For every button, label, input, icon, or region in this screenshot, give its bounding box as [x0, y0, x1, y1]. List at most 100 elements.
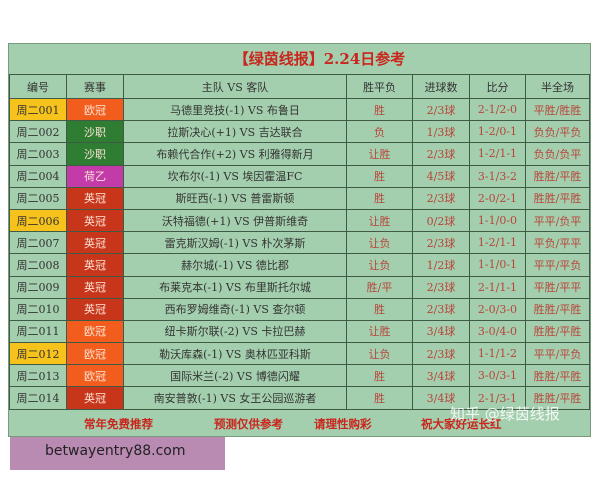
match-teams: 布赖代合作(+2) VS 利雅得新月	[123, 142, 347, 166]
result-pick: 胜	[346, 364, 413, 388]
match-teams: 西布罗姆维奇(-1) VS 查尔顿	[123, 297, 347, 321]
goals-pick: 3/4球	[412, 364, 470, 388]
goals-pick: 3/4球	[412, 386, 470, 410]
match-number: 周二001	[9, 97, 67, 122]
score-pick: 1-2/0-1	[469, 120, 526, 144]
league-badge: 英冠	[66, 231, 124, 255]
goals-pick: 1/3球	[412, 120, 470, 144]
goals-pick: 2/3球	[412, 142, 470, 166]
league-badge: 欧冠	[66, 97, 124, 122]
halftime-fulltime-pick: 胜胜/平胜	[525, 364, 590, 388]
halftime-fulltime-pick: 胜胜/平胜	[525, 319, 590, 344]
score-pick: 2-1/2-0	[469, 97, 526, 122]
result-pick: 让负	[346, 342, 413, 366]
match-teams: 斯旺西(-1) VS 普雷斯顿	[123, 186, 347, 210]
match-number: 周二011	[9, 319, 67, 344]
halftime-fulltime-pick: 胜胜/平胜	[525, 386, 590, 410]
league-badge: 沙职	[66, 142, 124, 166]
result-pick: 胜	[346, 164, 413, 188]
table-row: 周二003 沙职 布赖代合作(+2) VS 利雅得新月 让胜 2/3球 1-2/1-1 负负…	[9, 142, 590, 166]
halftime-fulltime-pick: 平胜/平平	[525, 275, 590, 299]
footer-slogan: 预测仅供参考	[214, 416, 283, 431]
match-number: 周二007	[9, 231, 67, 255]
score-pick: 1-1/0-0	[469, 208, 526, 233]
table-row: 周二009 英冠 布莱克本(-1) VS 布里斯托尔城 胜/平 2/3球 2-1/1-1 平…	[9, 275, 590, 299]
score-pick: 3-0/3-1	[469, 364, 526, 388]
score-pick: 1-1/1-2	[469, 342, 526, 366]
match-teams: 布莱克本(-1) VS 布里斯托尔城	[123, 275, 347, 299]
match-number: 周二014	[9, 386, 67, 410]
match-number: 周二010	[9, 297, 67, 321]
match-number: 周二006	[9, 208, 67, 233]
league-badge: 荷乙	[66, 164, 124, 188]
watermark: 知乎 @绿茵线报	[450, 405, 560, 423]
match-teams: 勒沃库森(-1) VS 奥林匹亚科斯	[123, 342, 347, 366]
match-number: 周二012	[9, 342, 67, 366]
league-badge: 英冠	[66, 275, 124, 299]
score-pick: 1-2/1-1	[469, 231, 526, 255]
goals-pick: 2/3球	[412, 275, 470, 299]
prediction-board: 【绿茵线报】2.24日参考 编号 赛事 主队 VS 客队 胜平负 进球数 比分 半全场 周二…	[8, 43, 591, 437]
result-pick: 让负	[346, 231, 413, 255]
result-pick: 胜	[346, 186, 413, 210]
result-pick: 负	[346, 120, 413, 144]
match-number: 周二004	[9, 164, 67, 188]
goals-pick: 0/2球	[412, 208, 470, 233]
result-pick: 让胜	[346, 142, 413, 166]
result-pick: 让胜	[346, 208, 413, 233]
match-number: 周二009	[9, 275, 67, 299]
table-row: 周二004 荷乙 坎布尔(-1) VS 埃因霍温FC 胜 4/5球 3-1/3-2 胜胜/平…	[9, 164, 590, 188]
halftime-fulltime-pick: 负负/负平	[525, 142, 590, 166]
halftime-fulltime-pick: 胜胜/平胜	[525, 186, 590, 210]
table-row: 周二012 欧冠 勒沃库森(-1) VS 奥林匹亚科斯 让负 2/3球 1-1/1-2 平平…	[9, 342, 590, 366]
match-teams: 赫尔城(-1) VS 德比郡	[123, 253, 347, 277]
league-badge: 英冠	[66, 297, 124, 321]
match-teams: 南安普敦(-1) VS 女王公园巡游者	[123, 386, 347, 410]
match-teams: 马德里竞技(-1) VS 布鲁日	[123, 97, 347, 122]
column-header: 进球数	[412, 74, 470, 99]
table-row: 周二001 欧冠 马德里竞技(-1) VS 布鲁日胜 2/3球 2-1/2-0 平胜/胜胜	[9, 97, 590, 122]
result-pick: 胜/平	[346, 275, 413, 299]
goals-pick: 3/4球	[412, 319, 470, 344]
league-badge: 欧冠	[66, 342, 124, 366]
result-pick: 让胜	[346, 319, 413, 344]
table-header: 编号 赛事 主队 VS 客队 胜平负 进球数 比分 半全场	[9, 74, 590, 99]
table-row: 周二011 欧冠 纽卡斯尔联(-2) VS 卡拉巴赫 让胜 3/4球 3-0/4-0 胜胜/…	[9, 319, 590, 344]
match-teams: 纽卡斯尔联(-2) VS 卡拉巴赫	[123, 319, 347, 344]
score-pick: 1-2/1-1	[469, 142, 526, 166]
footer-slogan: 请理性购彩	[314, 416, 372, 431]
result-pick: 胜	[346, 297, 413, 321]
footer-slogan: 祝大家好运长红	[421, 416, 502, 431]
board-title: 【绿茵线报】2.24日参考	[233, 50, 406, 68]
goals-pick: 2/3球	[412, 186, 470, 210]
match-number: 周二005	[9, 186, 67, 210]
goals-pick: 1/2球	[412, 253, 470, 277]
table-row: 周二002 沙职 拉斯决心(+1) VS 吉达联合负 1/3球 1-2/0-1 负负/平负	[9, 120, 590, 144]
score-pick: 2-1/3-1	[469, 386, 526, 410]
table-row: 周二013 欧冠 国际米兰(-2) VS 博德闪耀胜 3/4球 3-0/3-1 胜胜/平胜	[9, 364, 590, 388]
result-pick: 胜	[346, 386, 413, 410]
match-teams: 雷克斯汉姆(-1) VS 朴次茅斯	[123, 231, 347, 255]
league-badge: 英冠	[66, 208, 124, 233]
table-row: 周二014 英冠 南安普敦(-1) VS 女王公园巡游者胜 3/4球 2-1/3-1 胜胜…	[9, 386, 590, 410]
prediction-table: 编号 赛事 主队 VS 客队 胜平负 进球数 比分 半全场 周二001 欧冠 马德里竞技(-1)…	[9, 74, 590, 410]
score-pick: 3-0/4-0	[469, 319, 526, 344]
score-pick: 2-1/1-1	[469, 275, 526, 299]
footer-slogan: 常年免费推荐	[84, 416, 153, 431]
halftime-fulltime-pick: 平平/平负	[525, 253, 590, 277]
match-number: 周二003	[9, 142, 67, 166]
halftime-fulltime-pick: 平平/负平	[525, 208, 590, 233]
table-row: 周二008 英冠 赫尔城(-1) VS 德比郡 让负 1/2球 1-1/0-1 平平/平负	[9, 253, 590, 277]
halftime-fulltime-pick: 负负/平负	[525, 120, 590, 144]
halftime-fulltime-pick: 平胜/胜胜	[525, 97, 590, 122]
match-teams: 沃特福德(+1) VS 伊普斯维奇	[123, 208, 347, 233]
goals-pick: 4/5球	[412, 164, 470, 188]
column-header: 主队 VS 客队	[123, 74, 347, 99]
league-badge: 英冠	[66, 253, 124, 277]
ad-link[interactable]: betwayentry88.com	[10, 437, 225, 470]
league-badge: 欧冠	[66, 319, 124, 344]
match-teams: 国际米兰(-2) VS 博德闪耀	[123, 364, 347, 388]
league-badge: 英冠	[66, 386, 124, 410]
match-number: 周二013	[9, 364, 67, 388]
match-teams: 坎布尔(-1) VS 埃因霍温FC	[123, 164, 347, 188]
